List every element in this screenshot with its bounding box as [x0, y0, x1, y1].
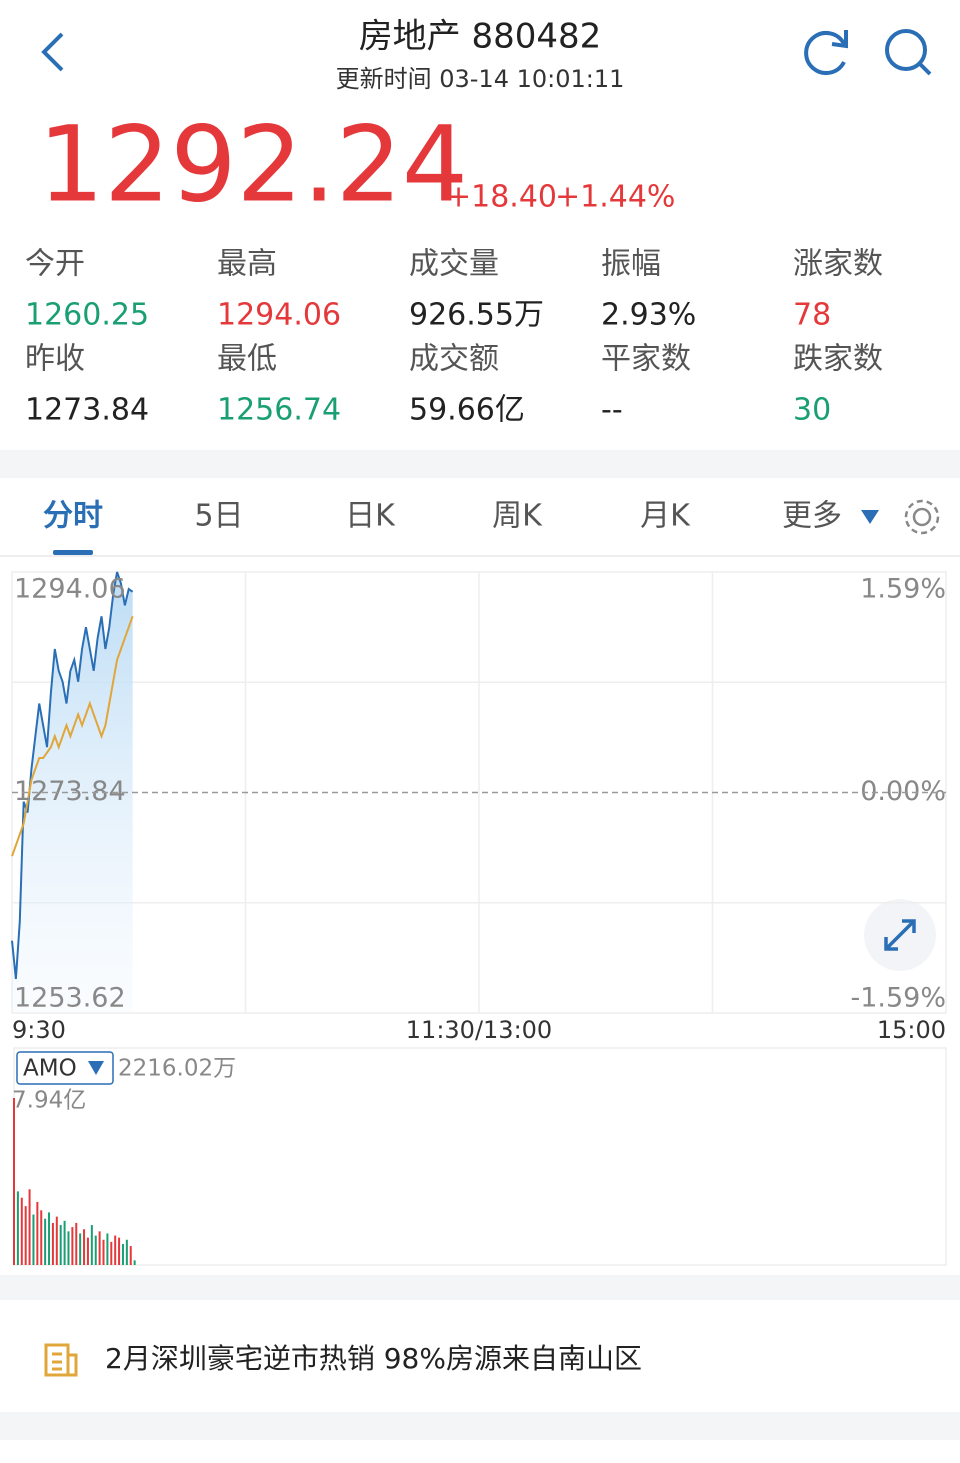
volume-bar — [102, 1239, 105, 1265]
volume-bar — [94, 1235, 97, 1265]
volume-bar — [51, 1222, 54, 1265]
stat-label: 昨收 — [25, 342, 85, 377]
indicator-arrow — [88, 1061, 104, 1075]
tab[interactable]: 分时 — [43, 499, 103, 534]
volume-bar — [36, 1201, 39, 1265]
y-tick-label: 1273.84 — [14, 776, 126, 807]
price-line — [11, 571, 134, 980]
stat-value: 1260.25 — [25, 298, 149, 333]
x-tick-label: 9:30 — [12, 1016, 66, 1044]
stat-value: 78 — [793, 298, 831, 333]
stat-value: 2.93% — [601, 298, 696, 333]
title: 房地产 880482 — [359, 17, 602, 57]
back-button[interactable] — [41, 32, 64, 72]
divider — [0, 1412, 960, 1440]
volume-bar — [90, 1225, 93, 1265]
volume-bar — [40, 1210, 43, 1265]
volume-bar — [125, 1239, 128, 1265]
settings-button[interactable] — [904, 499, 940, 535]
volume-bar — [55, 1216, 58, 1265]
y2-tick-label: 0.00% — [860, 776, 946, 807]
volume-bar — [20, 1197, 23, 1265]
volume-bar — [48, 1212, 51, 1265]
volume-bar — [16, 1191, 19, 1265]
divider — [0, 1275, 960, 1300]
volume-tick-label: 7.94亿 — [12, 1088, 86, 1114]
expand-button[interactable] — [864, 899, 936, 971]
y2-tick-label: -1.59% — [850, 983, 946, 1014]
stat-value: 1273.84 — [25, 393, 149, 428]
volume-bar — [133, 1260, 136, 1265]
x-tick-label: 15:00 — [877, 1016, 946, 1044]
volume-bar — [32, 1214, 35, 1265]
volume-bar — [110, 1241, 113, 1265]
volume-bar — [67, 1231, 70, 1265]
volume-bar — [13, 1098, 15, 1265]
tab[interactable]: 周K — [492, 499, 543, 534]
search-button[interactable] — [885, 29, 932, 76]
stat-label: 最低 — [217, 342, 277, 377]
volume-bar — [28, 1189, 31, 1265]
news-headline[interactable]: 2月深圳豪宅逆市热销 98%房源来自南山区 — [105, 1342, 642, 1375]
tab[interactable]: 月K — [640, 499, 691, 534]
average-line — [11, 615, 134, 857]
volume-current: 2216.02万 — [118, 1056, 236, 1082]
volume-bar — [129, 1246, 132, 1265]
stat-label: 成交量 — [409, 247, 499, 282]
volume-bar — [63, 1220, 66, 1265]
stat-value: 1294.06 — [217, 298, 341, 333]
stat-value: 1256.74 — [217, 393, 341, 428]
change-percent: +1.44% — [555, 180, 675, 215]
stat-value: -- — [601, 393, 623, 428]
stat-value: 30 — [793, 393, 831, 428]
updated-time: 更新时间 03-14 10:01:11 — [336, 65, 625, 93]
stat-label: 今开 — [25, 247, 85, 282]
stat-label: 平家数 — [601, 342, 691, 377]
news-icon — [44, 1343, 78, 1377]
volume-bar — [71, 1227, 74, 1265]
refresh-button[interactable] — [804, 30, 848, 75]
indicator-select[interactable] — [16, 1051, 114, 1085]
volume-bar — [106, 1233, 109, 1265]
tab[interactable]: 更多 — [782, 499, 842, 534]
tab[interactable]: 5日 — [194, 499, 243, 534]
volume-bar — [75, 1222, 78, 1265]
y-tick-label: 1294.06 — [14, 574, 126, 605]
divider — [0, 450, 960, 478]
stat-label: 涨家数 — [793, 247, 883, 282]
y2-tick-label: 1.59% — [860, 574, 946, 605]
volume-bar — [83, 1229, 86, 1265]
stat-label: 振幅 — [601, 247, 661, 282]
stat-label: 跌家数 — [793, 342, 883, 377]
volume-bar — [44, 1218, 47, 1265]
indicator-name: AMO — [23, 1056, 77, 1082]
volume-bar — [59, 1225, 62, 1265]
tab[interactable]: 日K — [345, 499, 396, 534]
volume-bar — [79, 1233, 82, 1265]
volume-bar — [114, 1235, 117, 1265]
stat-value: 59.66亿 — [409, 393, 525, 428]
x-tick-label: 11:30/13:00 — [406, 1016, 552, 1044]
volume-bar — [24, 1206, 27, 1265]
volume-bar — [98, 1231, 101, 1265]
dropdown-arrow — [861, 510, 879, 524]
volume-bar — [86, 1237, 89, 1265]
volume-bar — [121, 1243, 124, 1265]
tab-underline — [53, 550, 93, 555]
stat-value: 926.55万 — [409, 298, 544, 333]
stat-label: 成交额 — [409, 342, 499, 377]
volume-bar — [118, 1237, 121, 1265]
change: +18.40 — [446, 180, 557, 215]
price: 1292.24 — [38, 103, 468, 225]
stat-label: 最高 — [217, 247, 277, 282]
y-tick-label: 1253.62 — [14, 983, 126, 1014]
